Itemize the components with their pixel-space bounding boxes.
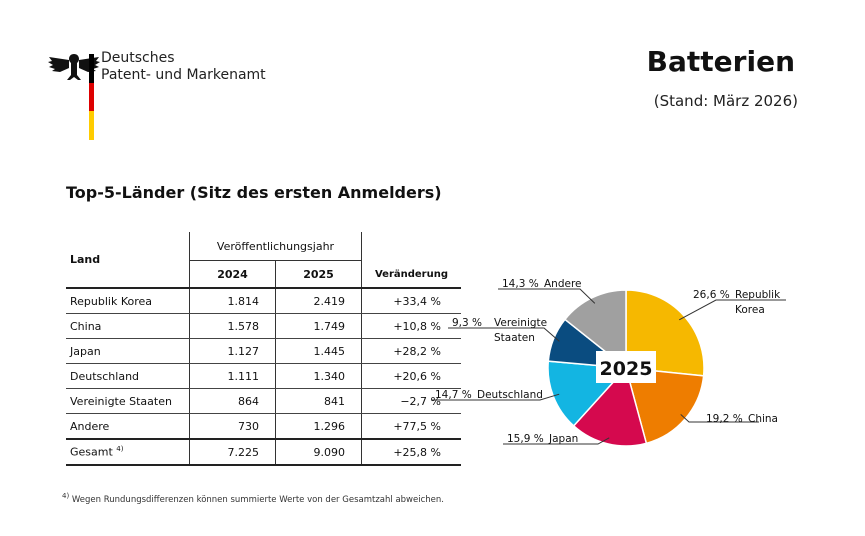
table-row: Republik Korea 1.814 2.419 +33,4 % (66, 288, 461, 314)
table-row: China 1.578 1.749 +10,8 % (66, 313, 461, 339)
leader-line (448, 327, 560, 342)
row-2024: 864 (189, 388, 276, 414)
footnote: 4) Wegen Rundungsdifferenzen können summ… (62, 492, 444, 505)
footnote-text: Wegen Rundungsdifferenzen können summier… (71, 494, 444, 505)
total-change: +25,8 % (361, 438, 461, 466)
slice-value-label: 14,3 % (502, 278, 539, 290)
row-land: Vereinigte Staaten (66, 388, 190, 414)
organization-name: Deutsches Patent- und Markenamt (101, 50, 266, 84)
row-land: Andere (66, 413, 190, 440)
row-change: +20,6 % (361, 363, 461, 389)
header-2024: 2024 (189, 260, 276, 289)
center-label-box (596, 351, 656, 383)
leader-line (680, 414, 759, 423)
header-pub-year-label: Veröffentlichungsjahr (216, 239, 335, 253)
slice-category-label: Japan (548, 433, 578, 445)
slice-value-label: 19,2 % (706, 413, 743, 425)
header-2025: 2025 (275, 260, 362, 289)
header-pub-year: Veröffentlichungsjahr (189, 232, 362, 261)
pie-slice-andere (563, 289, 627, 370)
row-2025: 841 (275, 388, 362, 414)
org-line-2: Patent- und Markenamt (101, 67, 266, 83)
slice-value-label: 26,6 % (693, 289, 730, 301)
row-change: +10,8 % (361, 313, 461, 339)
table-row: Japan 1.127 1.445 +28,2 % (66, 338, 461, 364)
row-2025: 1.445 (275, 338, 362, 364)
header-land: Land (66, 232, 190, 289)
total-label: Gesamt 4) (66, 438, 190, 466)
slice-category-label: Republik (735, 289, 781, 301)
row-change: +33,4 % (361, 288, 461, 314)
center-label: 2025 (600, 358, 653, 380)
row-land: Republik Korea (66, 288, 190, 314)
slice-category-label: Deutschland (477, 389, 543, 401)
org-line-1: Deutsches (101, 50, 175, 66)
pie-slice-japan (572, 366, 648, 447)
row-land: Deutschland (66, 363, 190, 389)
section-title: Top-5-Länder (Sitz des ersten Anmelders) (66, 183, 442, 202)
row-change: +28,2 % (361, 338, 461, 364)
header-change: Veränderung (361, 232, 461, 289)
table-total-row: Gesamt 4) 7.225 9.090 +25,8 % (66, 438, 461, 466)
page-subtitle: (Stand: März 2026) (653, 92, 798, 110)
slice-category-label: Vereinigte (494, 317, 547, 329)
slice-category-label: Staaten (494, 332, 535, 344)
total-2025: 9.090 (275, 438, 362, 466)
row-2024: 1.814 (189, 288, 276, 314)
row-2025: 1.340 (275, 363, 362, 389)
row-change: −2,7 % (361, 388, 461, 414)
slice-category-label: Andere (544, 278, 582, 290)
total-footnote-mark: 4) (116, 445, 124, 454)
row-land: China (66, 313, 190, 339)
row-2024: 1.127 (189, 338, 276, 364)
table-row: Vereinigte Staaten 864 841 −2,7 % (66, 388, 461, 414)
row-2025: 2.419 (275, 288, 362, 314)
leader-line (431, 393, 560, 401)
row-2025: 1.749 (275, 313, 362, 339)
slice-value-label: 14,7 % (435, 389, 472, 401)
row-2024: 1.111 (189, 363, 276, 389)
eagle-logo-icon (48, 54, 100, 80)
table-row: Deutschland 1.111 1.340 +20,6 % (66, 363, 461, 389)
data-table: Land Veröffentlichungsjahr Veränderung 2… (66, 232, 461, 466)
slice-category-label: China (748, 413, 778, 425)
footnote-mark: 4) (62, 492, 70, 500)
total-2024: 7.225 (189, 438, 276, 466)
slice-value-label: 15,9 % (507, 433, 544, 445)
leader-line (678, 299, 786, 321)
total-land: Gesamt (70, 445, 113, 459)
leader-line (503, 437, 610, 445)
slice-category-label: Korea (735, 304, 765, 316)
leader-line (498, 288, 596, 304)
row-land: Japan (66, 338, 190, 364)
page-title: Batterien (646, 45, 795, 78)
slice-value-label: 9,3 % (452, 317, 482, 329)
flag-bar (89, 54, 94, 140)
row-2024: 1.578 (189, 313, 276, 339)
table-row: Andere 730 1.296 +77,5 % (66, 413, 461, 440)
